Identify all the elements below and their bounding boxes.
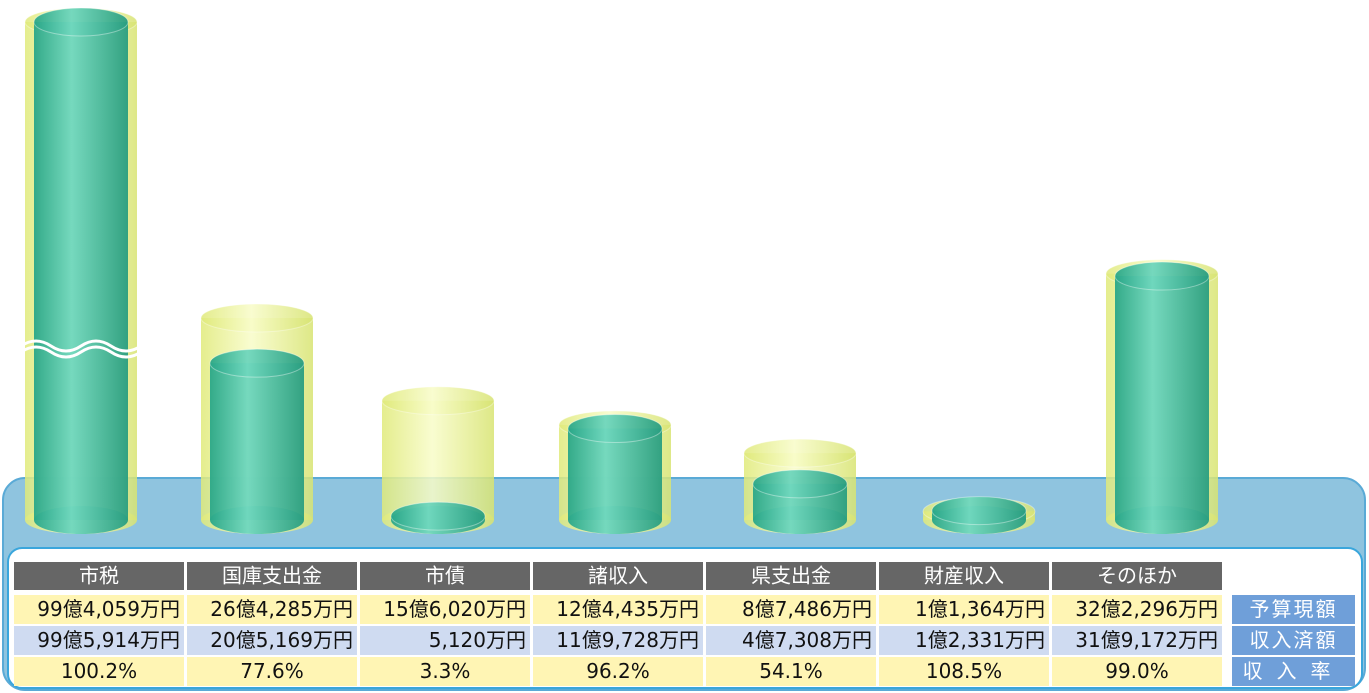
rate: 3.3%: [420, 659, 471, 683]
header-cell: [360, 562, 530, 590]
category-label: そのほか: [1097, 564, 1177, 588]
cell: [879, 657, 1049, 686]
cylinder: [1115, 276, 1209, 520]
category-label: 国庫支出金: [222, 564, 322, 588]
amount: 12億4,435万円: [556, 597, 699, 621]
cell: [706, 657, 876, 686]
category-label: 県支出金: [751, 564, 831, 588]
cell: [360, 595, 530, 624]
cell: [14, 657, 184, 686]
cell: [533, 657, 703, 686]
amount: 4億7,308万円: [742, 628, 872, 652]
cell: [360, 657, 530, 686]
cylinder-top: [381, 386, 495, 416]
category-label: 市債: [425, 564, 465, 588]
rate: 99.0%: [1105, 659, 1169, 683]
cylinder: [568, 428, 662, 520]
cylinder-top: [1114, 261, 1210, 291]
cylinder: [210, 363, 304, 520]
cylinder-top: [33, 7, 129, 37]
rate: 77.6%: [240, 659, 304, 683]
cell: [360, 626, 530, 655]
header-cell: [1052, 562, 1222, 590]
rate: 54.1%: [759, 659, 823, 683]
cylinder-top: [931, 496, 1027, 526]
cylinder-top: [743, 438, 857, 468]
amount: 20億5,169万円: [210, 628, 353, 652]
cell: [1052, 657, 1222, 686]
header-cell: [706, 562, 876, 590]
amount: 5,120万円: [429, 628, 526, 652]
amount: 26億4,285万円: [210, 597, 353, 621]
row-label: 収入率: [1243, 659, 1345, 683]
table: 市税 99億4,059万円 99億5,914万円 100.2% 国庫支出金 26億4,28…: [14, 562, 1355, 686]
category-label: 諸収入: [588, 564, 648, 588]
cylinder-top: [200, 303, 314, 333]
rate: 108.5%: [926, 659, 1002, 683]
amount: 1億2,331万円: [915, 628, 1045, 652]
amount: 15億6,020万円: [383, 597, 526, 621]
amount: 32億2,296万円: [1075, 597, 1218, 621]
category-label: 財産収入: [924, 564, 1004, 588]
cylinder: [382, 400, 494, 520]
cell: [187, 626, 357, 655]
amount: 99億5,914万円: [37, 628, 180, 652]
row-label-cell: [1232, 595, 1355, 624]
rate: 96.2%: [586, 659, 650, 683]
row-label: 予算現額: [1250, 597, 1338, 621]
amount: 11億9,728万円: [556, 628, 699, 652]
cylinder-top: [752, 469, 848, 499]
cell: [706, 595, 876, 624]
row-label-cell: [1232, 657, 1355, 686]
cell: [1052, 626, 1222, 655]
cylinder-top: [209, 348, 305, 378]
amount: 31億9,172万円: [1075, 628, 1218, 652]
cell: [706, 626, 876, 655]
cell: [879, 595, 1049, 624]
cylinders: [20, 7, 1219, 534]
row-label: 収入済額: [1250, 628, 1338, 652]
cell: [533, 626, 703, 655]
amount: 8億7,486万円: [742, 597, 872, 621]
header-cell: [14, 562, 184, 590]
header-cell: [533, 562, 703, 590]
rate: 100.2%: [61, 659, 137, 683]
amount: 99億4,059万円: [37, 597, 180, 621]
cell: [533, 595, 703, 624]
header-cell: [187, 562, 357, 590]
cell: [14, 595, 184, 624]
cell: [187, 595, 357, 624]
axis-break: [20, 339, 142, 359]
cylinder: [34, 22, 128, 520]
cell: [187, 657, 357, 686]
header-cell: [879, 562, 1049, 590]
cell: [14, 626, 184, 655]
row-label-cell: [1232, 626, 1355, 655]
amount: 1億1,364万円: [915, 597, 1045, 621]
cylinder-top: [390, 501, 486, 531]
cylinder-top: [567, 413, 663, 443]
category-label: 市税: [79, 564, 119, 588]
cell: [1052, 595, 1222, 624]
cell: [879, 626, 1049, 655]
